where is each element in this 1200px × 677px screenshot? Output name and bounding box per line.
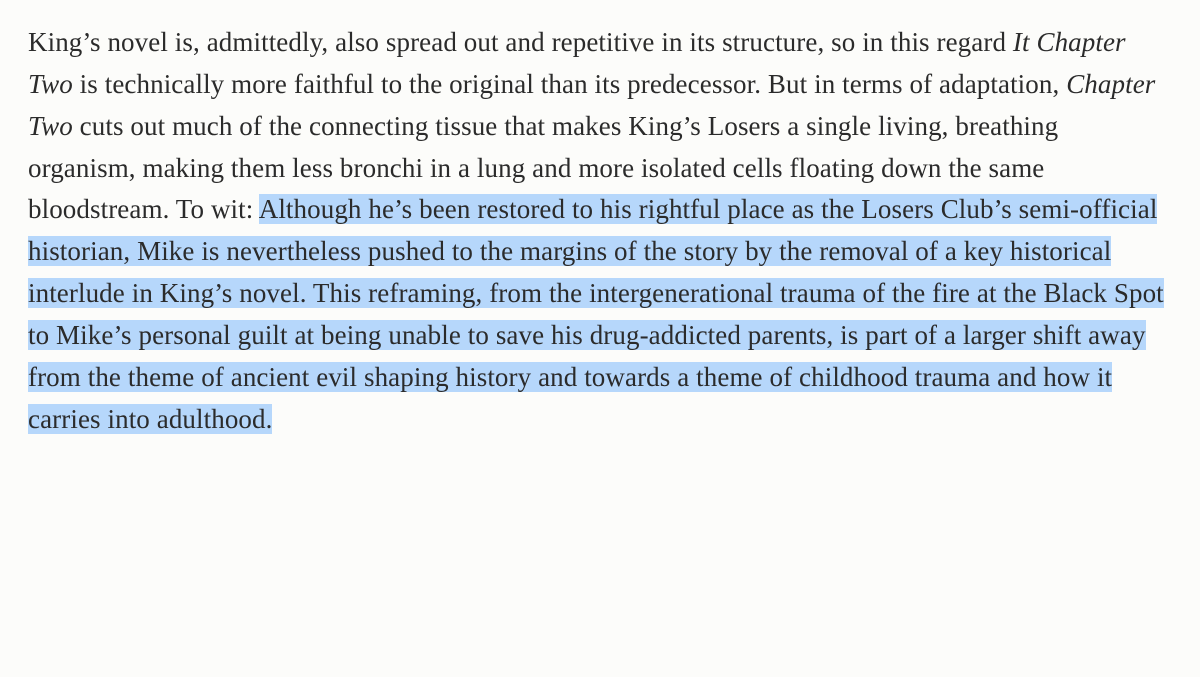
- article-paragraph: King’s novel is, admittedly, also spread…: [28, 22, 1172, 440]
- highlighted-text: Although he’s been restored to his right…: [28, 194, 1164, 433]
- text-segment: is technically more faithful to the orig…: [73, 69, 1066, 99]
- text-segment: King’s novel is, admittedly, also spread…: [28, 27, 1013, 57]
